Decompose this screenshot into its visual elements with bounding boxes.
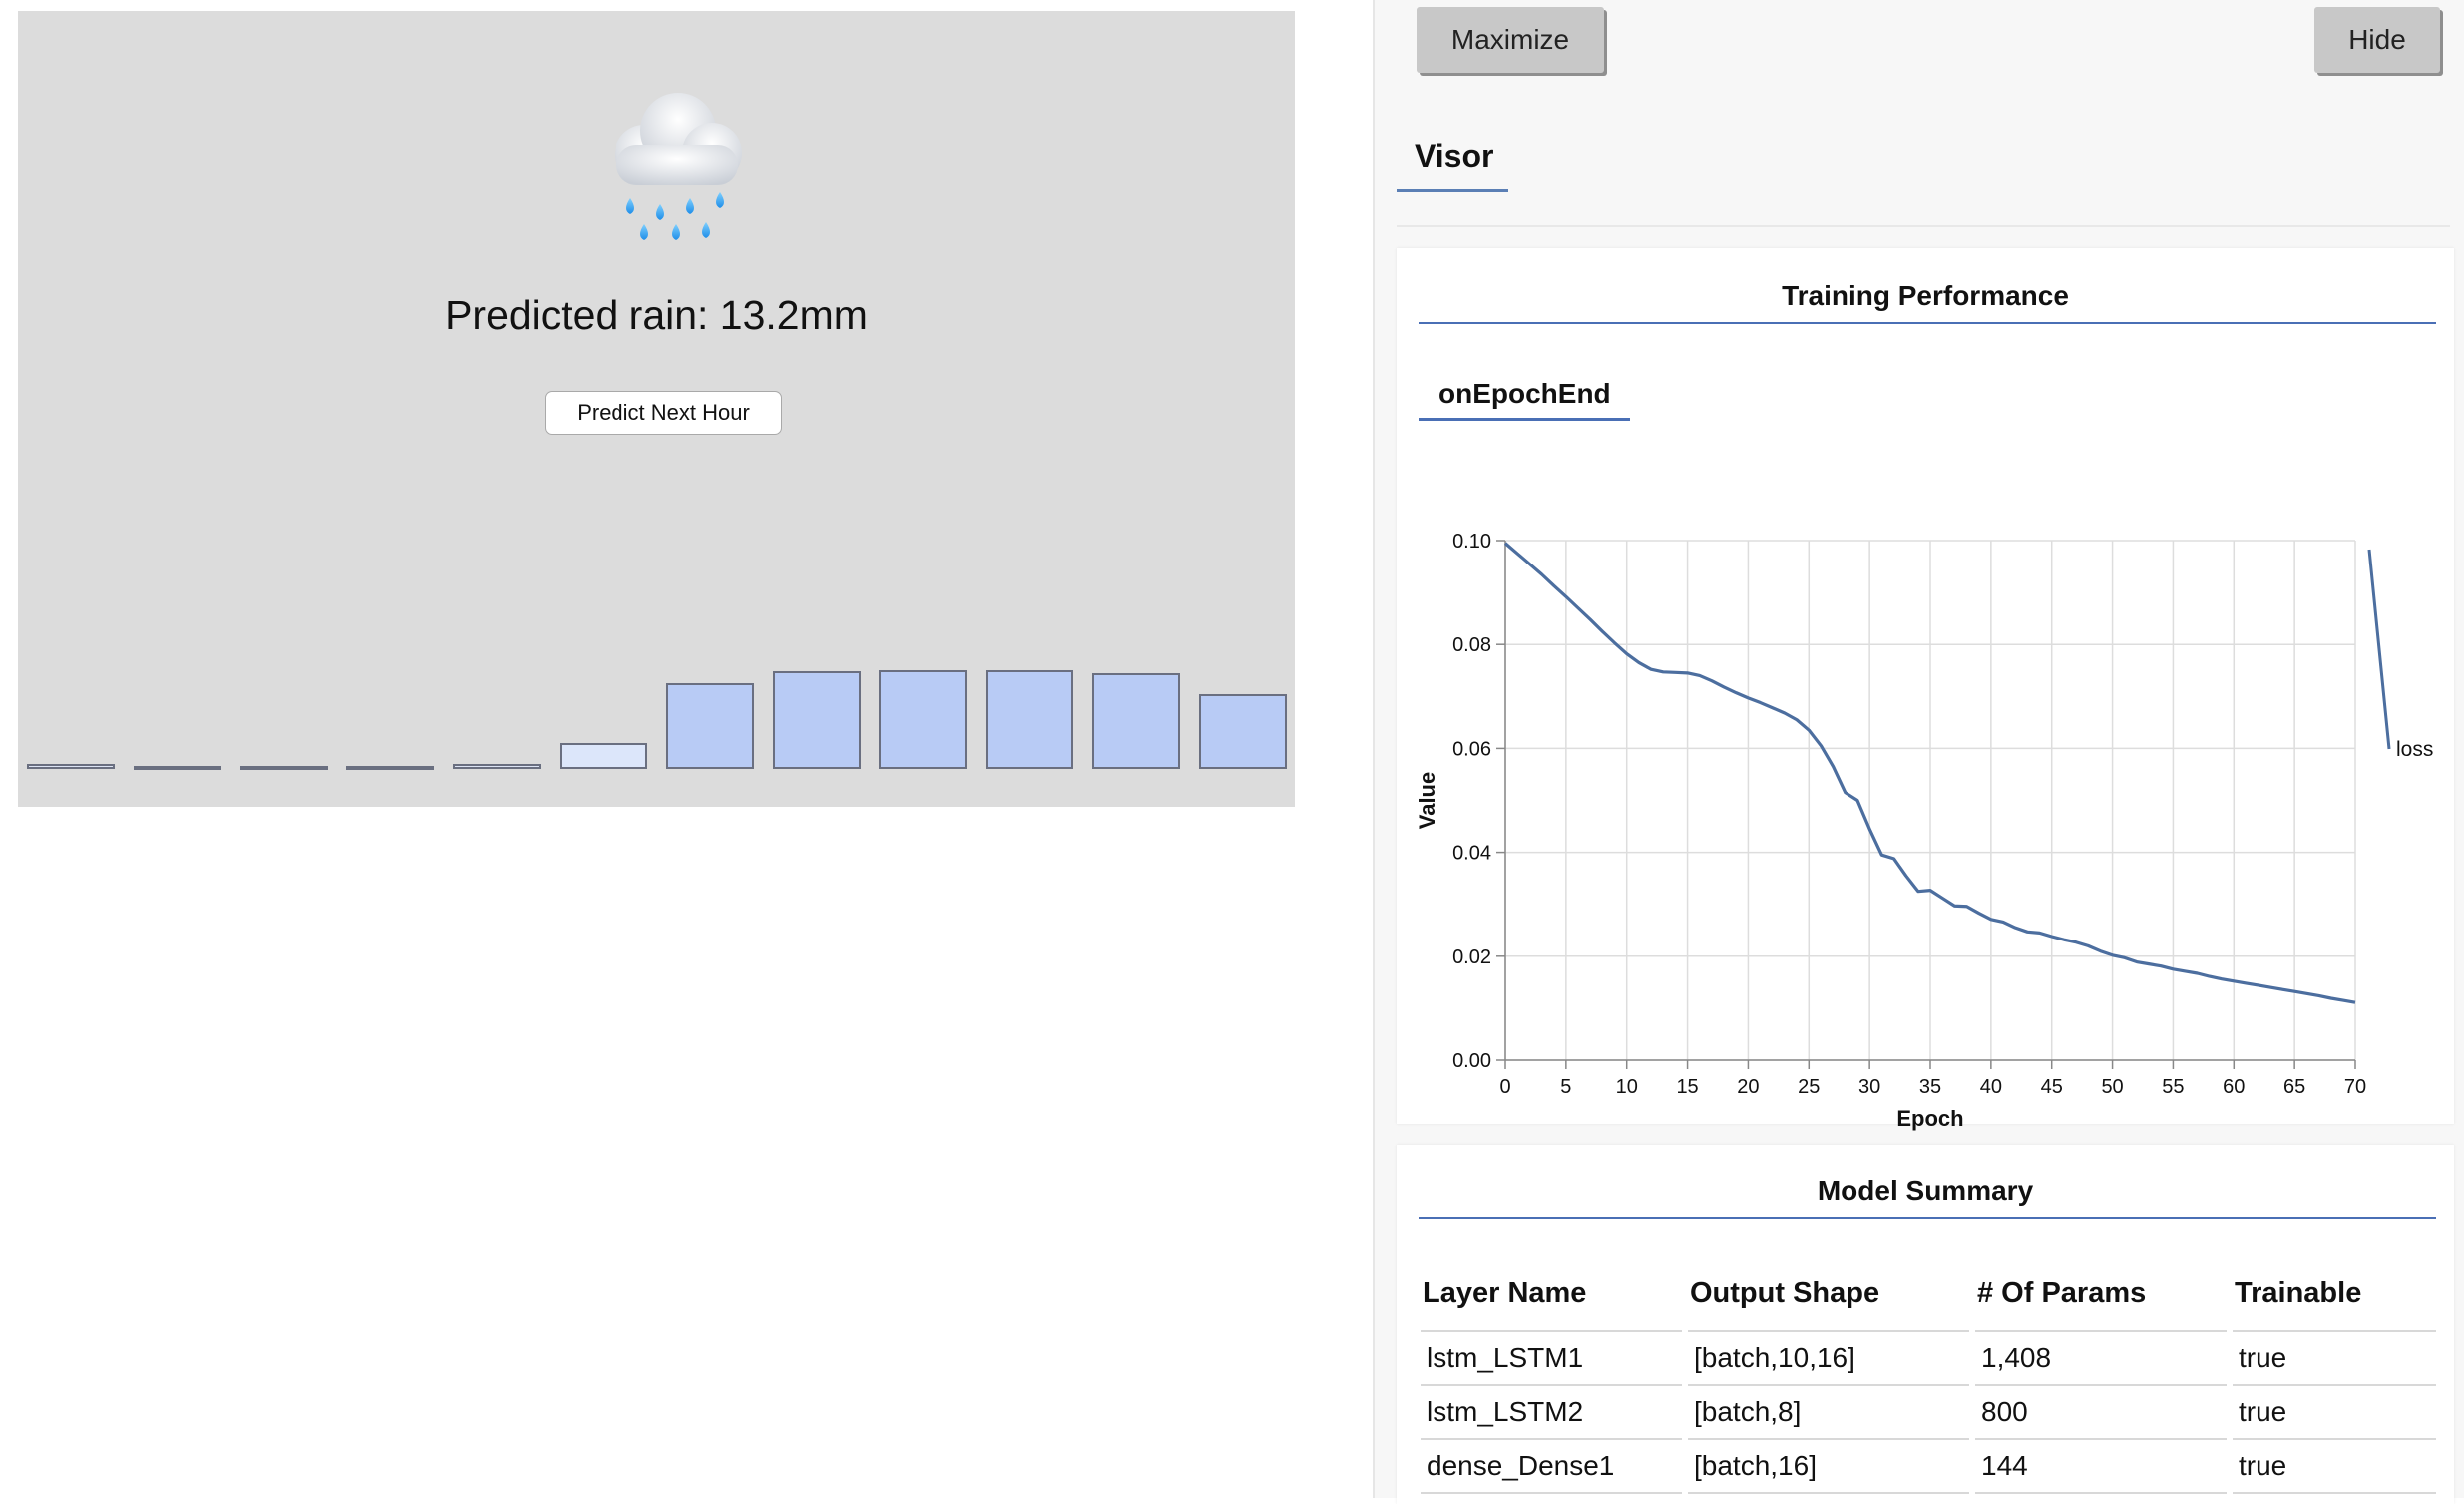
- legend-swatch: [2367, 549, 2391, 750]
- table-row: lstm_LSTM1 [batch,10,16] 1,408 true: [1421, 1332, 2436, 1386]
- x-tick-label: 40: [1980, 1076, 2002, 1098]
- cloud-with-rain-icon: [615, 93, 742, 240]
- loss-series-line: [1503, 542, 2356, 1004]
- output-shape-cell: [batch,8]: [1688, 1386, 1969, 1440]
- rain-bar: [879, 669, 968, 769]
- rain-history-bars: [18, 11, 1295, 807]
- rain-prediction-panel: Predicted rain: 13.2mm Predict Next Hour: [18, 11, 1295, 807]
- x-tick-label: 25: [1798, 1076, 1820, 1098]
- x-tick-label: 10: [1616, 1076, 1638, 1098]
- x-tick-label: 55: [2162, 1076, 2184, 1098]
- y-tick-label: 0.04: [1452, 843, 1491, 865]
- rain-bar: [239, 766, 328, 770]
- model-summary-rule: [1419, 1217, 2436, 1219]
- tab-visor-underline: [1397, 189, 1508, 192]
- y-tick-label: 0.06: [1452, 738, 1491, 760]
- rain-bar: [1092, 673, 1180, 769]
- rain-bar: [133, 766, 221, 770]
- x-axis-title: Epoch: [1896, 1106, 1963, 1131]
- model-summary-title: Model Summary: [1817, 1175, 2034, 1206]
- output-shape-cell: [batch,10,16]: [1688, 1332, 1969, 1386]
- model-summary-table: Layer Name Output Shape # Of Params Trai…: [1415, 1255, 2442, 1494]
- trainable-cell: true: [2233, 1332, 2436, 1386]
- y-tick-label: 0.00: [1452, 1050, 1491, 1072]
- chart-axes: 0 5 10 15 20 25 30 35 40 45 50 55 60 65 70 0.00 0.02 0.04…: [1415, 531, 2366, 1131]
- x-tick-label: 60: [2223, 1076, 2245, 1098]
- visor-header-divider: [1397, 225, 2450, 227]
- table-row: dense_Dense1 [batch,16] 144 true: [1421, 1440, 2436, 1494]
- column-header-layer-name: Layer Name: [1421, 1255, 1682, 1332]
- params-cell: 144: [1975, 1440, 2227, 1494]
- y-axis-title: Value: [1415, 772, 1439, 829]
- predicted-rain-text: Predicted rain: 13.2mm: [445, 292, 868, 338]
- rain-bar: [27, 764, 115, 769]
- y-tick-label: 0.02: [1452, 946, 1491, 968]
- chart-grid: [1504, 540, 2356, 1061]
- chart-legend: loss: [2367, 549, 2433, 761]
- tab-on-epoch-end-underline: [1419, 418, 1630, 421]
- rain-bar: [1198, 694, 1287, 769]
- x-tick-label: 30: [1858, 1076, 1880, 1098]
- loss-line-chart: 0 5 10 15 20 25 30 35 40 45 50 55 60 65 70 0.00 0.02 0.04…: [1415, 531, 2433, 1131]
- y-tick-label: 0.10: [1452, 531, 1491, 553]
- layer-name-cell: lstm_LSTM2: [1421, 1386, 1682, 1440]
- training-performance-card: Training Performance onEpochEnd 0 5 10 15 20…: [1397, 248, 2454, 1131]
- x-tick-label: 15: [1676, 1076, 1698, 1098]
- params-cell: 800: [1975, 1386, 2227, 1440]
- x-tick-label: 20: [1737, 1076, 1759, 1098]
- x-tick-label: 50: [2101, 1076, 2123, 1098]
- hide-button[interactable]: Hide: [2314, 7, 2440, 73]
- column-header-output-shape: Output Shape: [1688, 1255, 1969, 1332]
- layer-name-cell: dense_Dense1: [1421, 1440, 1682, 1494]
- table-row: lstm_LSTM2 [batch,8] 800 true: [1421, 1386, 2436, 1440]
- y-tick-label: 0.08: [1452, 634, 1491, 656]
- column-header-params: # Of Params: [1975, 1255, 2227, 1332]
- x-tick-label: 65: [2283, 1076, 2305, 1098]
- rain-bar: [453, 764, 542, 769]
- model-summary-card: Model Summary Layer Name Output Shape # …: [1397, 1145, 2454, 1504]
- trainable-cell: true: [2233, 1440, 2436, 1494]
- rain-bar: [772, 671, 861, 769]
- layer-name-cell: lstm_LSTM1: [1421, 1332, 1682, 1386]
- chart-series: [1503, 542, 2356, 1004]
- tfjs-visor-panel: Maximize Hide Visor Training Performance…: [1373, 0, 2464, 1504]
- rain-bar: [346, 766, 435, 770]
- trainable-cell: true: [2233, 1386, 2436, 1440]
- rain-bar: [560, 742, 647, 769]
- rain-bar: [986, 669, 1074, 769]
- column-header-trainable: Trainable: [2233, 1255, 2436, 1332]
- tab-on-epoch-end[interactable]: onEpochEnd: [1438, 378, 1611, 409]
- output-shape-cell: [batch,16]: [1688, 1440, 1969, 1494]
- rain-bar: [665, 683, 754, 769]
- x-tick-label: 5: [1560, 1076, 1571, 1098]
- legend-label: loss: [2396, 738, 2433, 761]
- training-performance-title: Training Performance: [1782, 280, 2069, 311]
- x-tick-label: 35: [1919, 1076, 1941, 1098]
- predict-next-hour-button[interactable]: Predict Next Hour: [545, 391, 782, 435]
- training-performance-rule: [1419, 322, 2436, 324]
- maximize-button[interactable]: Maximize: [1417, 7, 1604, 73]
- x-tick-label: 0: [1499, 1076, 1510, 1098]
- x-tick-label: 70: [2344, 1076, 2366, 1098]
- table-header-row: Layer Name Output Shape # Of Params Trai…: [1421, 1255, 2436, 1332]
- x-tick-label: 45: [2041, 1076, 2063, 1098]
- params-cell: 1,408: [1975, 1332, 2227, 1386]
- tab-visor[interactable]: Visor: [1415, 138, 1494, 174]
